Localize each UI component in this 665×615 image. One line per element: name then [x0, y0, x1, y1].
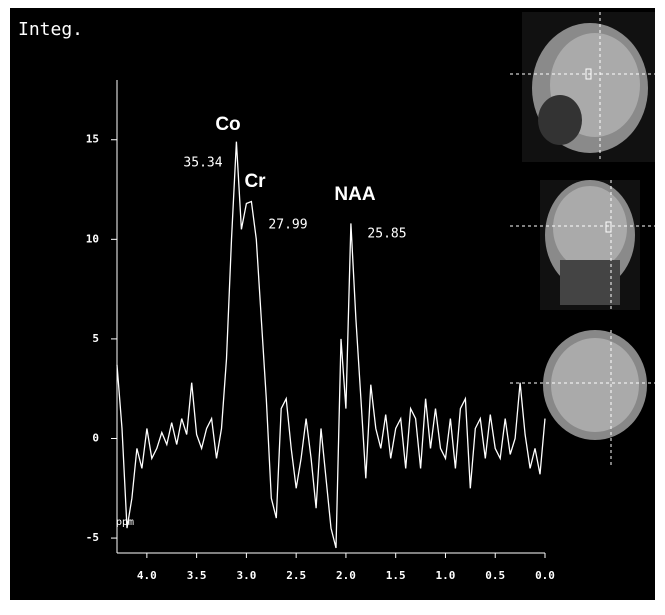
x-tick-label: 0.5 [485, 569, 505, 582]
x-tick-label: 3.0 [236, 569, 256, 582]
x-tick-label: 4.0 [137, 569, 157, 582]
x-tick-label: 1.0 [436, 569, 456, 582]
y-tick-label: 15 [86, 133, 99, 146]
peak-area: 25.85 [367, 227, 406, 242]
mri-images [510, 12, 665, 465]
y-tick-label: -5 [86, 531, 99, 544]
peak-area: 27.99 [268, 218, 307, 233]
y-tick-label: 5 [92, 332, 99, 345]
peak-label: Cr [244, 171, 266, 192]
x-tick-label: 0.0 [535, 569, 555, 582]
y-tick-label: 10 [86, 232, 99, 245]
spectrum-line [116, 141, 546, 549]
peak-area: 35.34 [183, 156, 222, 171]
x-tick-label: 2.5 [286, 569, 306, 582]
y-tick-label: 0 [92, 431, 99, 444]
peak-label: NAA [334, 184, 375, 205]
x-tick-label: 3.5 [187, 569, 207, 582]
x-axis-label: ppm [116, 517, 134, 528]
x-tick-label: 1.5 [386, 569, 406, 582]
x-tick-label: 2.0 [336, 569, 356, 582]
peak-label: Co [215, 114, 240, 135]
y-axis-label: Integ. [18, 19, 83, 40]
